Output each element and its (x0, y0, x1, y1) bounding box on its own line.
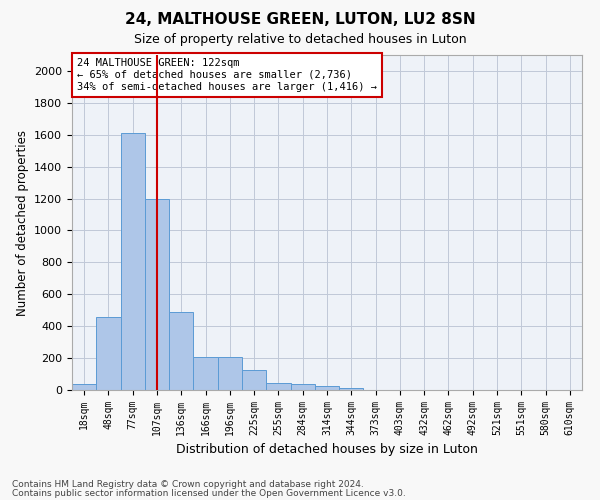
Y-axis label: Number of detached properties: Number of detached properties (16, 130, 29, 316)
Text: Size of property relative to detached houses in Luton: Size of property relative to detached ho… (134, 32, 466, 46)
Bar (193, 356, 218, 390)
Bar (290, 384, 315, 390)
Text: Contains HM Land Registry data © Crown copyright and database right 2024.: Contains HM Land Registry data © Crown c… (12, 480, 364, 489)
Bar (218, 356, 242, 390)
X-axis label: Distribution of detached houses by size in Luton: Distribution of detached houses by size … (176, 444, 478, 456)
Bar (266, 383, 290, 390)
Text: Contains public sector information licensed under the Open Government Licence v3: Contains public sector information licen… (12, 490, 406, 498)
Bar (121, 133, 145, 390)
Bar (339, 388, 364, 390)
Bar (96, 318, 121, 390)
Bar (169, 312, 193, 390)
Text: 24, MALTHOUSE GREEN, LUTON, LU2 8SN: 24, MALTHOUSE GREEN, LUTON, LU2 8SN (125, 12, 475, 28)
Bar (145, 198, 169, 390)
Bar (72, 384, 96, 390)
Bar (242, 370, 266, 390)
Text: 24 MALTHOUSE GREEN: 122sqm
← 65% of detached houses are smaller (2,736)
34% of s: 24 MALTHOUSE GREEN: 122sqm ← 65% of deta… (77, 58, 377, 92)
Bar (315, 386, 339, 390)
